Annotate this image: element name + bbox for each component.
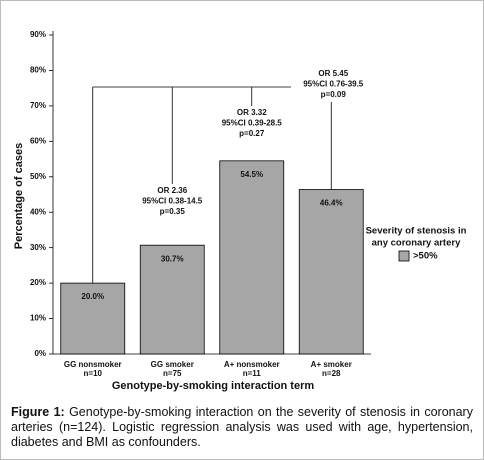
annotation: p=0.09: [321, 90, 347, 99]
bar: [219, 160, 285, 355]
caption-label: Figure 1:: [11, 405, 65, 419]
annotation: OR 3.32: [237, 108, 267, 117]
y-tick-label: 0%: [34, 349, 46, 358]
y-tick-label: 50%: [30, 172, 46, 181]
x-tick-count: n=10: [84, 369, 103, 378]
y-tick-label: 80%: [30, 66, 46, 75]
annotation: 95%CI 0.76-39.5: [303, 80, 364, 89]
x-tick-label: A+ smoker: [311, 360, 352, 369]
y-tick-label: 60%: [30, 136, 46, 145]
y-tick-label: 30%: [30, 243, 46, 252]
y-tick-label: 90%: [30, 30, 46, 39]
value-label: 46.4%: [320, 199, 343, 208]
bar: [60, 282, 126, 355]
annotation: 95%CI 0.38-14.5: [142, 197, 203, 206]
bar: [139, 244, 205, 355]
x-tick-count: n=28: [322, 369, 341, 378]
bar: [298, 189, 364, 355]
chart: Percentage of cases Genotype-by-smoking …: [13, 30, 467, 392]
annotation: 95%CI 0.39-28.5: [222, 119, 283, 128]
y-axis-title: Percentage of cases: [13, 143, 25, 249]
annotation: p=0.35: [160, 207, 186, 216]
annotation: OR 5.45: [318, 69, 348, 78]
annotation: OR 2.36: [157, 186, 187, 195]
legend-label: >50%: [413, 251, 438, 262]
caption-text: Genotype-by-smoking interaction on the s…: [11, 405, 473, 449]
y-tick-label: 40%: [30, 207, 46, 216]
y-tick-label: 10%: [30, 314, 46, 323]
legend-swatch: [398, 250, 410, 262]
annotation: p=0.27: [239, 129, 265, 138]
x-tick-label: A+ nonsmoker: [224, 360, 280, 369]
legend-title: any coronary artery: [372, 238, 461, 249]
value-label: 30.7%: [161, 254, 184, 263]
x-tick-count: n=11: [243, 369, 262, 378]
legend-title: Severity of stenosis in: [366, 226, 467, 237]
value-label: 20.0%: [81, 292, 104, 301]
x-tick-count: n=75: [163, 369, 182, 378]
y-tick-label: 70%: [30, 101, 46, 110]
caption: Figure 1: Genotype-by-smoking interactio…: [11, 405, 473, 450]
x-axis-title: Genotype-by-smoking interaction term: [112, 380, 315, 392]
y-tick-label: 20%: [30, 278, 46, 287]
value-label: 54.5%: [240, 170, 263, 179]
x-tick-label: GG nonsmoker: [64, 360, 122, 369]
x-tick-label: GG smoker: [151, 360, 194, 369]
